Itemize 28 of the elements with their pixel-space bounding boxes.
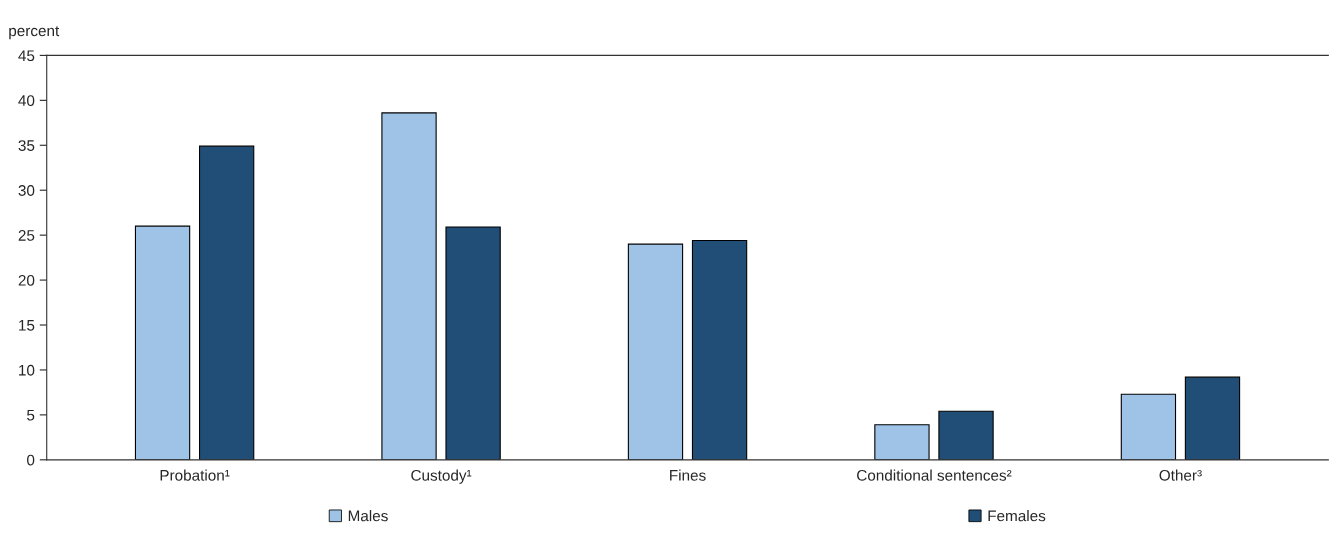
bar	[1184, 376, 1241, 460]
legend-label: Females	[988, 510, 1046, 522]
x-tick-label: Probation¹	[160, 469, 230, 481]
y-tick-label: 20	[18, 274, 35, 286]
x-tick-label: Other³	[1159, 469, 1202, 481]
y-axis-title: percent	[9, 26, 60, 40]
y-tick-label: 40	[18, 95, 35, 107]
legend-label: Males	[348, 510, 388, 522]
bar	[1120, 393, 1177, 460]
y-tick-label: 0	[27, 454, 35, 466]
y-tick-label: 35	[18, 140, 35, 151]
x-tick-label: Conditional sentences²	[857, 469, 1012, 481]
bar	[938, 410, 994, 460]
bar	[198, 145, 255, 460]
bar	[627, 243, 684, 460]
bar	[691, 239, 748, 460]
y-tick-label: 30	[18, 185, 35, 196]
bar	[381, 112, 437, 460]
x-tick-label: Fines	[670, 469, 706, 481]
bar	[445, 226, 501, 460]
x-tick-label: Custody¹	[411, 469, 472, 484]
y-tick-label: 5	[27, 409, 35, 421]
y-tick-label: 25	[18, 230, 35, 241]
bar	[134, 225, 191, 460]
y-tick-label: 10	[19, 364, 35, 376]
y-tick-label: 15	[19, 320, 35, 331]
y-tick-label: 45	[18, 50, 35, 62]
bar	[874, 424, 930, 460]
